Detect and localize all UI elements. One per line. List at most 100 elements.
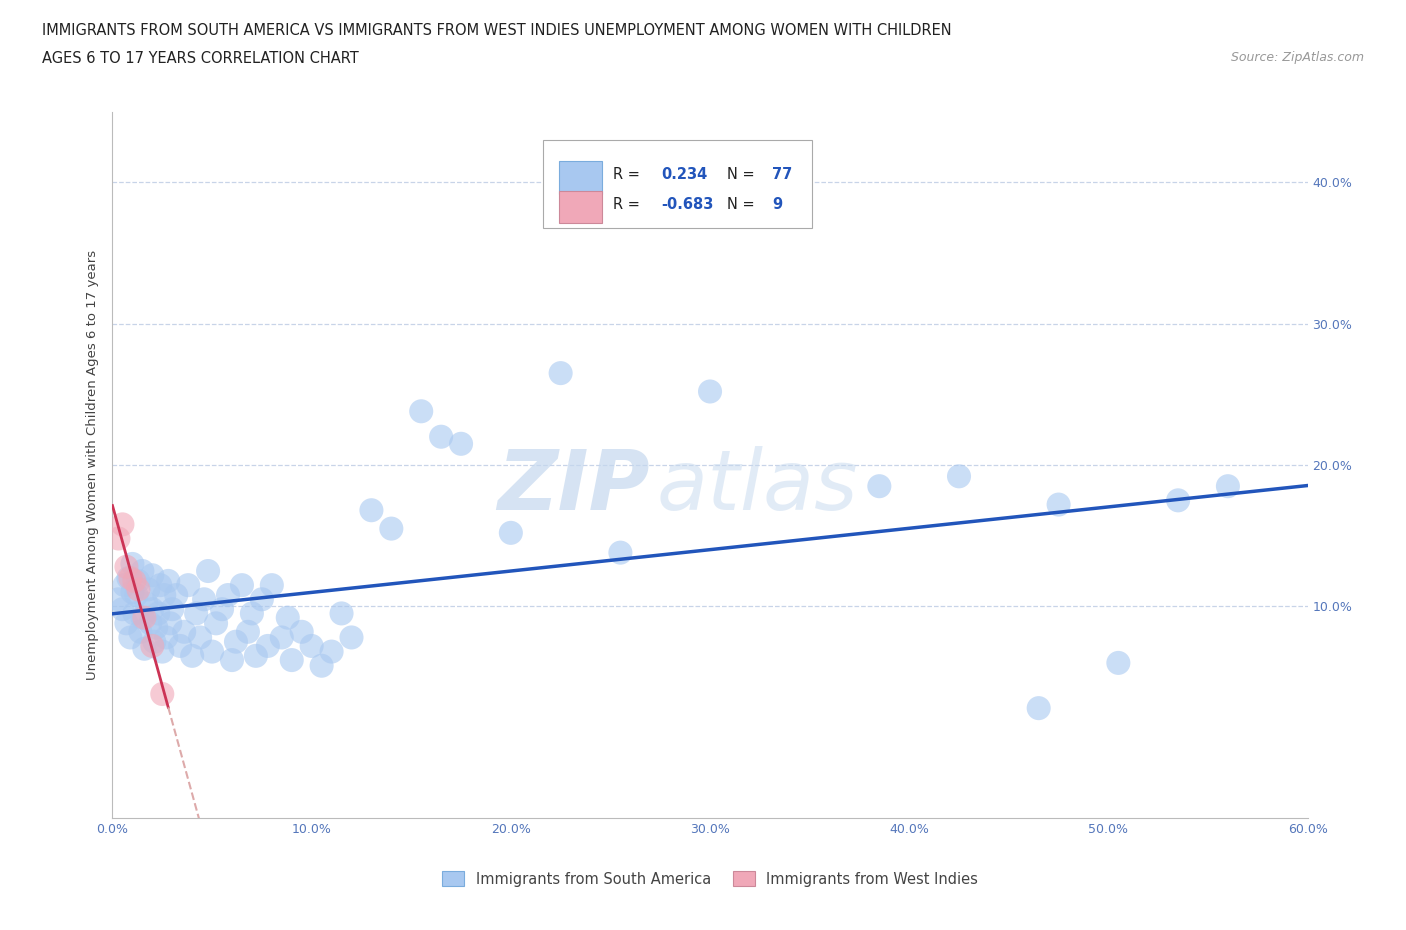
Point [159,616,181,631]
Point [120,630,142,644]
Point [143,634,166,649]
Point [205,616,228,631]
Point [165,588,187,603]
Point [127,574,149,589]
Point [173,624,195,639]
Text: R =: R = [613,166,640,181]
Text: 77: 77 [772,166,793,181]
Point [157,574,180,589]
Point [1028,700,1050,715]
Point [150,644,173,659]
Text: IMMIGRANTS FROM SOUTH AMERICA VS IMMIGRANTS FROM WEST INDIES UNEMPLOYMENT AMONG : IMMIGRANTS FROM SOUTH AMERICA VS IMMIGRA… [42,23,952,38]
Point [260,578,283,592]
Point [121,585,143,600]
Point [124,606,146,621]
Point [124,574,146,589]
Text: N =: N = [727,197,755,212]
Point [411,404,433,418]
Point [115,559,138,574]
Point [201,644,224,659]
Point [117,571,139,586]
Point [135,596,157,611]
Point [134,610,156,625]
Text: atlas: atlas [657,445,858,526]
Point [430,430,453,445]
Point [162,602,183,617]
Point [311,658,333,673]
Point [948,469,970,484]
Point [301,639,323,654]
Point [550,365,572,380]
Point [1216,479,1239,494]
Point [114,578,135,592]
Point [197,564,219,578]
Point [277,610,299,625]
Point [225,634,247,649]
Point [107,531,129,546]
Point [1107,656,1129,671]
Point [149,578,172,592]
Point [257,639,280,654]
Point [609,545,631,560]
Y-axis label: Unemployment Among Women with Children Ages 6 to 17 years: Unemployment Among Women with Children A… [86,250,100,680]
Point [291,624,314,639]
Point [131,564,153,578]
Point [1167,493,1189,508]
Point [340,630,363,644]
Point [193,591,215,606]
Point [141,568,163,583]
Point [380,521,402,536]
FancyBboxPatch shape [560,161,603,193]
Point [186,606,208,621]
Point [107,591,129,606]
Point [1047,498,1070,512]
FancyBboxPatch shape [560,191,603,223]
Point [150,686,173,701]
Point [250,591,273,606]
Point [153,588,176,603]
Point [145,620,167,635]
Point [127,582,149,597]
Text: -0.683: -0.683 [661,197,713,212]
Point [181,648,204,663]
Point [111,602,134,617]
Point [121,556,143,571]
Point [240,606,263,621]
Text: N =: N = [727,166,755,181]
Point [129,624,152,639]
Point [211,602,233,617]
Point [321,644,343,659]
Point [169,639,191,654]
Point [188,630,211,644]
FancyBboxPatch shape [543,140,811,228]
Text: AGES 6 TO 17 YEARS CORRELATION CHART: AGES 6 TO 17 YEARS CORRELATION CHART [42,51,359,66]
Point [499,525,522,540]
Point [141,602,163,617]
Point [177,578,200,592]
Point [330,606,353,621]
Point [111,517,134,532]
Point [270,630,292,644]
Point [120,571,142,586]
Point [699,384,721,399]
Text: R =: R = [613,197,640,212]
Point [450,436,472,451]
Point [131,610,153,625]
Point [155,630,177,644]
Point [231,578,253,592]
Text: 0.234: 0.234 [661,166,707,181]
Point [134,642,156,657]
Point [360,503,382,518]
Point [236,624,259,639]
Text: Source: ZipAtlas.com: Source: ZipAtlas.com [1230,51,1364,64]
Point [148,606,170,621]
Text: 9: 9 [772,197,782,212]
Point [221,653,243,668]
Point [125,588,148,603]
Point [281,653,304,668]
Text: ZIP: ZIP [498,445,651,526]
Point [115,616,138,631]
Legend: Immigrants from South America, Immigrants from West Indies: Immigrants from South America, Immigrant… [436,865,984,893]
Point [139,616,162,631]
Point [245,648,267,663]
